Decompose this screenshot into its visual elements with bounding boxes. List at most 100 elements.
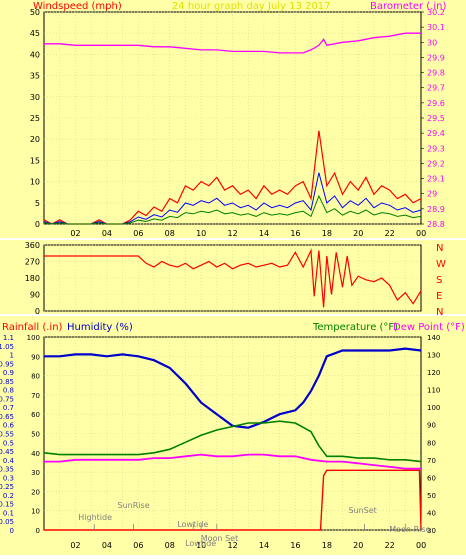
temperature-tick-label: 140 [427, 334, 440, 342]
barometer-tick-label: 29.7 [427, 84, 445, 93]
top-x-tick-label: 00 [416, 229, 426, 238]
barometer-tick-label: 29.6 [427, 99, 445, 108]
bottom-x-tick-label: 04 [102, 541, 112, 550]
event-label: SunRise [118, 501, 150, 510]
barometer-tick-label: 29.9 [427, 53, 445, 62]
bottom-x-tick-label: 10 [196, 541, 206, 550]
top-x-tick-label: 22 [385, 229, 395, 238]
windspeed-tick-label: 15 [30, 156, 40, 165]
compass-label: S [436, 275, 442, 286]
windspeed-tick-label: 45 [30, 29, 40, 38]
rainfall-tick-label: 0.4 [3, 457, 15, 465]
rainfall-tick-label: 1.1 [3, 334, 14, 342]
bottom-x-tick-label: 00 [416, 541, 426, 550]
event-label: Lowtide [177, 520, 208, 529]
top-x-tick-label: 18 [322, 229, 332, 238]
temperature-tick-label: 120 [427, 369, 440, 377]
top-x-tick-label: 14 [259, 229, 269, 238]
barometer-tick-label: 29.1 [427, 175, 445, 184]
rainfall-tick-label: 0.3 [3, 474, 14, 482]
windspeed-tick-label: 30 [30, 93, 40, 102]
rainfall-tick-label: 0.35 [0, 466, 14, 474]
temperature-tick-label: 110 [427, 387, 440, 395]
humidity-tick-label: 80 [31, 373, 40, 381]
humidity-axis-title: Humidity (%) [67, 322, 133, 333]
temperature-tick-label: 130 [427, 352, 440, 360]
top-x-tick-label: 16 [290, 229, 300, 238]
wind-dir-tick-label: 90 [30, 291, 40, 300]
bottom-x-tick-label: 22 [385, 541, 395, 550]
temperature-tick-label: 100 [427, 404, 440, 412]
temperature-series [43, 420, 422, 463]
rainfall-tick-label: 0.9 [3, 369, 14, 377]
event-label: Hightide [78, 513, 112, 522]
windspeed-tick-label: 40 [30, 50, 40, 59]
rainfall-tick-label: 0.6 [3, 422, 15, 430]
windspeed-axis-title: Windspeed (mph) [33, 1, 122, 12]
wind-direction-series [44, 248, 422, 308]
rainfall-tick-label: 0.25 [0, 483, 14, 491]
windspeed-tick-label: 25 [30, 114, 40, 123]
temperature-tick-label: 30 [427, 527, 436, 535]
barometer-tick-label: 29.4 [427, 129, 445, 138]
temperature-tick-label: 90 [427, 422, 436, 430]
wind-dir-tick-label: 360 [25, 241, 40, 250]
compass-label: W [436, 259, 446, 270]
top-x-tick-label: 08 [165, 229, 175, 238]
humidity-tick-label: 0 [36, 527, 40, 535]
barometer-tick-label: 28.9 [427, 205, 445, 214]
barometer-tick-label: 28.8 [427, 220, 445, 229]
temperature-tick-label: 60 [427, 474, 436, 482]
rainfall-tick-label: 0.7 [3, 404, 14, 412]
humidity-tick-label: 10 [31, 508, 40, 516]
humidity-tick-label: 100 [27, 334, 40, 342]
windspeed-tick-label: 20 [30, 135, 40, 144]
rainfall-tick-label: 0.85 [0, 378, 14, 386]
dewpoint-axis-title: Dew Point (°F) [393, 322, 465, 333]
compass-label: N [436, 307, 443, 318]
barometer-tick-label: 29.2 [427, 159, 445, 168]
temperature-tick-label: 80 [427, 439, 436, 447]
rainfall-tick-label: 0.75 [0, 395, 14, 403]
wind-low-series [43, 194, 422, 225]
top-x-tick-label: 12 [228, 229, 238, 238]
rainfall-tick-label: 0 [10, 527, 14, 535]
windspeed-tick-label: 5 [35, 199, 40, 208]
rainfall-tick-label: 0.2 [3, 492, 14, 500]
windspeed-tick-label: 10 [30, 178, 40, 187]
humidity-tick-label: 20 [31, 488, 40, 496]
rainfall-tick-label: 1 [10, 352, 14, 360]
windspeed-tick-label: 0 [35, 220, 40, 229]
temperature-tick-label: 70 [427, 457, 436, 465]
rainfall-tick-label: 0.1 [3, 509, 14, 517]
rainfall-tick-label: 0.55 [0, 431, 14, 439]
bottom-x-tick-label: 02 [70, 541, 80, 550]
humidity-tick-label: 70 [31, 392, 40, 400]
top-x-tick-label: 06 [133, 229, 143, 238]
event-label: Moon Set [201, 534, 238, 543]
barometer-tick-label: 29 [427, 190, 437, 199]
barometer-series [44, 32, 421, 54]
rainfall-series [44, 469, 422, 531]
bottom-x-tick-label: 12 [228, 541, 238, 550]
wind-dir-tick-label: 270 [25, 258, 40, 267]
chart-title: 24 hour graph day July 13 2017 [172, 1, 331, 12]
humidity-tick-label: 30 [31, 469, 40, 477]
windspeed-tick-label: 35 [30, 72, 40, 81]
event-label: Lowtide [185, 539, 216, 548]
top-x-tick-label: 02 [70, 229, 80, 238]
rainfall-tick-label: 0.15 [0, 501, 14, 509]
top-x-tick-label: 10 [196, 229, 206, 238]
barometer-tick-label: 30.1 [427, 23, 445, 32]
event-label: SunSet [348, 506, 376, 515]
rainfall-tick-label: 0.45 [0, 448, 14, 456]
humidity-series [44, 347, 422, 429]
top-x-tick-label: 20 [353, 229, 363, 238]
rainfall-tick-label: 0.05 [0, 518, 14, 526]
bottom-x-tick-label: 14 [259, 541, 269, 550]
temperature-tick-label: 40 [427, 509, 436, 517]
top-x-tick-label: 04 [102, 229, 112, 238]
humidity-tick-label: 40 [31, 450, 40, 458]
grid-lines [44, 11, 421, 531]
